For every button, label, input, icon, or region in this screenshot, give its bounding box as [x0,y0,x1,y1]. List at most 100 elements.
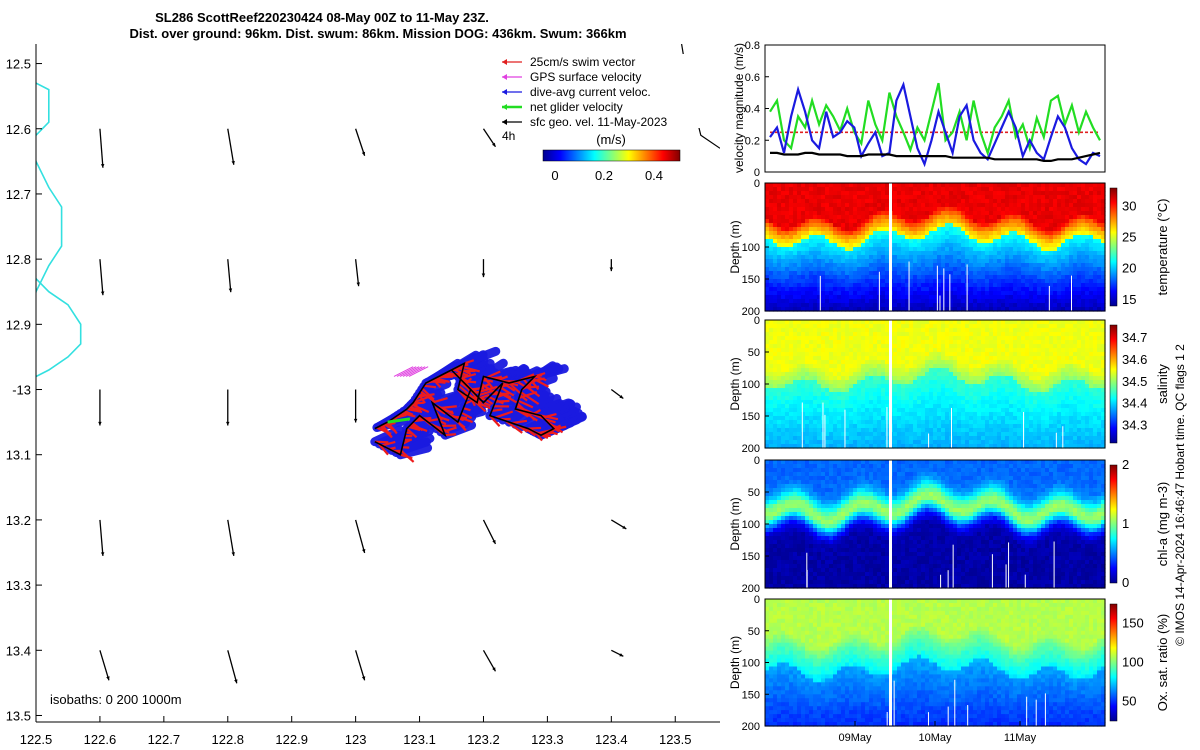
section-cell [861,183,866,188]
section-cell [953,259,958,264]
section-cell [969,332,974,337]
section-cell [825,376,830,381]
section-cell [1097,211,1102,216]
section-cell [1089,271,1094,276]
section-cell [765,239,770,244]
section-cell [765,412,770,417]
section-cell [945,364,950,369]
section-cell [905,444,910,449]
section-cell [837,191,842,196]
section-cell [877,247,882,252]
section-cell [1093,283,1098,288]
section-cell [773,340,778,345]
section-cell [885,183,890,188]
section-cell [789,195,794,200]
section-cell [905,352,910,357]
section-cell [873,295,878,300]
section-cell [821,211,826,216]
section-cell [789,191,794,196]
section-cell [797,352,802,357]
section-cell [921,440,926,445]
section-cell [789,320,794,325]
section-cell [809,364,814,369]
section-cell [833,275,838,280]
section-cell [1101,263,1106,268]
section-cell [805,223,810,228]
section-cell [837,384,842,389]
section-cell [801,187,806,192]
section-cell [1061,291,1066,296]
section-cell [1001,259,1006,264]
section-cell [813,291,818,296]
section-cell [913,344,918,349]
section-cell [865,219,870,224]
section-cell [977,207,982,212]
section-cell [809,227,814,232]
section-cell [801,239,806,244]
section-cell [941,191,946,196]
section-cell [773,299,778,304]
section-cell [829,235,834,240]
section-cell [913,203,918,208]
section-cell [921,400,926,405]
section-cell [969,384,974,389]
section-cell [789,344,794,349]
section-cell [1053,227,1058,232]
section-cell [1065,255,1070,260]
section-cell [877,392,882,397]
section-cell [925,307,930,312]
section-cell [933,352,938,357]
section-cell [1061,231,1066,236]
section-cell [801,307,806,312]
section-cell [885,299,890,304]
section-cell [905,271,910,276]
section-cell [953,307,958,312]
section-cell [909,219,914,224]
section-cell [769,243,774,248]
section-cell [877,416,882,421]
section-cell [857,332,862,337]
section-cell [905,436,910,441]
section-cell [937,271,942,276]
section-cell [777,408,782,413]
section-cell [849,328,854,333]
section-cell [949,227,954,232]
section-cell [1085,303,1090,308]
section-cell [985,267,990,272]
section-cell [965,372,970,377]
section-cell [833,376,838,381]
section-cell [953,396,958,401]
swim-vector [479,385,498,393]
section-cell [801,356,806,361]
section-cell [801,283,806,288]
section-cell [853,440,858,445]
section-cell [857,299,862,304]
section-cell [905,408,910,413]
section-cell [925,219,930,224]
section-cell [793,324,798,329]
section-colorbar-1 [1109,187,1118,307]
section-cell [933,404,938,409]
section-cell [1041,259,1046,264]
section-cell [949,352,954,357]
section-cell [1021,203,1026,208]
section-cell [969,283,974,288]
section-cell [825,195,830,200]
section-cell [873,420,878,425]
section-cell [1073,195,1078,200]
section-cell [901,219,906,224]
section-cell [905,283,910,288]
section-cell [893,412,898,417]
section-cell [917,239,922,244]
section-cell [845,295,850,300]
section-cell [1065,223,1070,228]
section-cell [909,344,914,349]
section-cell [781,368,786,373]
section-cell [1029,187,1034,192]
section-cell [913,255,918,260]
section-cell [973,428,978,433]
section-cell [885,372,890,377]
section-cell [849,424,854,429]
section-cell [813,420,818,425]
section-cell [833,211,838,216]
